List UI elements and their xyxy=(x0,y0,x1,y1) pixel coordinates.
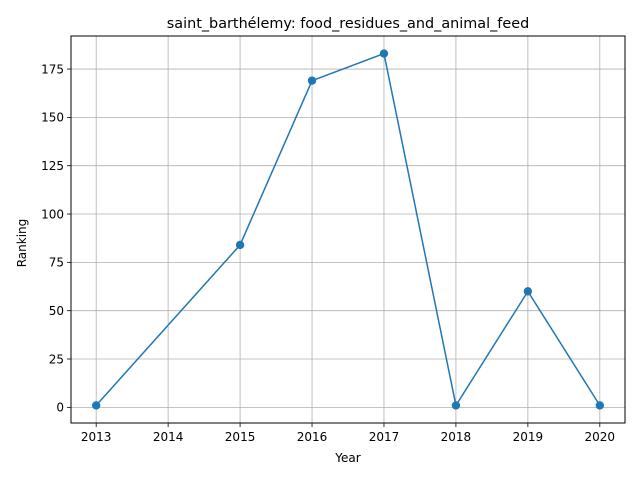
y-tick-label: 125 xyxy=(41,159,64,173)
grid xyxy=(71,36,625,423)
x-tick-label: 2020 xyxy=(585,430,616,444)
chart-title: saint_barthélemy: food_residues_and_anim… xyxy=(167,16,529,32)
x-axis: 2013 2014 2015 2016 2017 2018 2019 2020 xyxy=(81,423,615,444)
plot-area xyxy=(70,35,626,424)
data-point xyxy=(91,401,101,410)
x-tick-label: 2018 xyxy=(441,430,472,444)
y-tick-label: 100 xyxy=(41,207,64,221)
y-axis-label: Ranking xyxy=(15,219,29,268)
y-axis: 0 25 50 75 100 125 150 175 xyxy=(41,62,71,415)
series-line xyxy=(95,52,601,407)
y-tick-label: 150 xyxy=(41,111,64,125)
x-tick-label: 2017 xyxy=(369,430,400,444)
y-tick-label: 0 xyxy=(56,401,64,415)
y-tick-label: 75 xyxy=(49,256,64,270)
x-tick-label: 2014 xyxy=(153,430,184,444)
data-point xyxy=(307,76,317,85)
x-tick-label: 2015 xyxy=(225,430,256,444)
y-tick-label: 50 xyxy=(49,304,64,318)
data-point xyxy=(595,401,605,410)
data-point xyxy=(235,240,245,250)
series-group xyxy=(91,49,605,410)
x-tick-label: 2019 xyxy=(513,430,544,444)
data-point xyxy=(379,49,389,58)
y-tick-label: 175 xyxy=(41,62,64,76)
x-tick-label: 2013 xyxy=(81,430,112,444)
data-point xyxy=(451,401,461,410)
y-tick-label: 25 xyxy=(49,352,64,366)
x-tick-label: 2016 xyxy=(297,430,328,444)
data-point xyxy=(523,287,533,296)
x-axis-label: Year xyxy=(334,451,360,465)
